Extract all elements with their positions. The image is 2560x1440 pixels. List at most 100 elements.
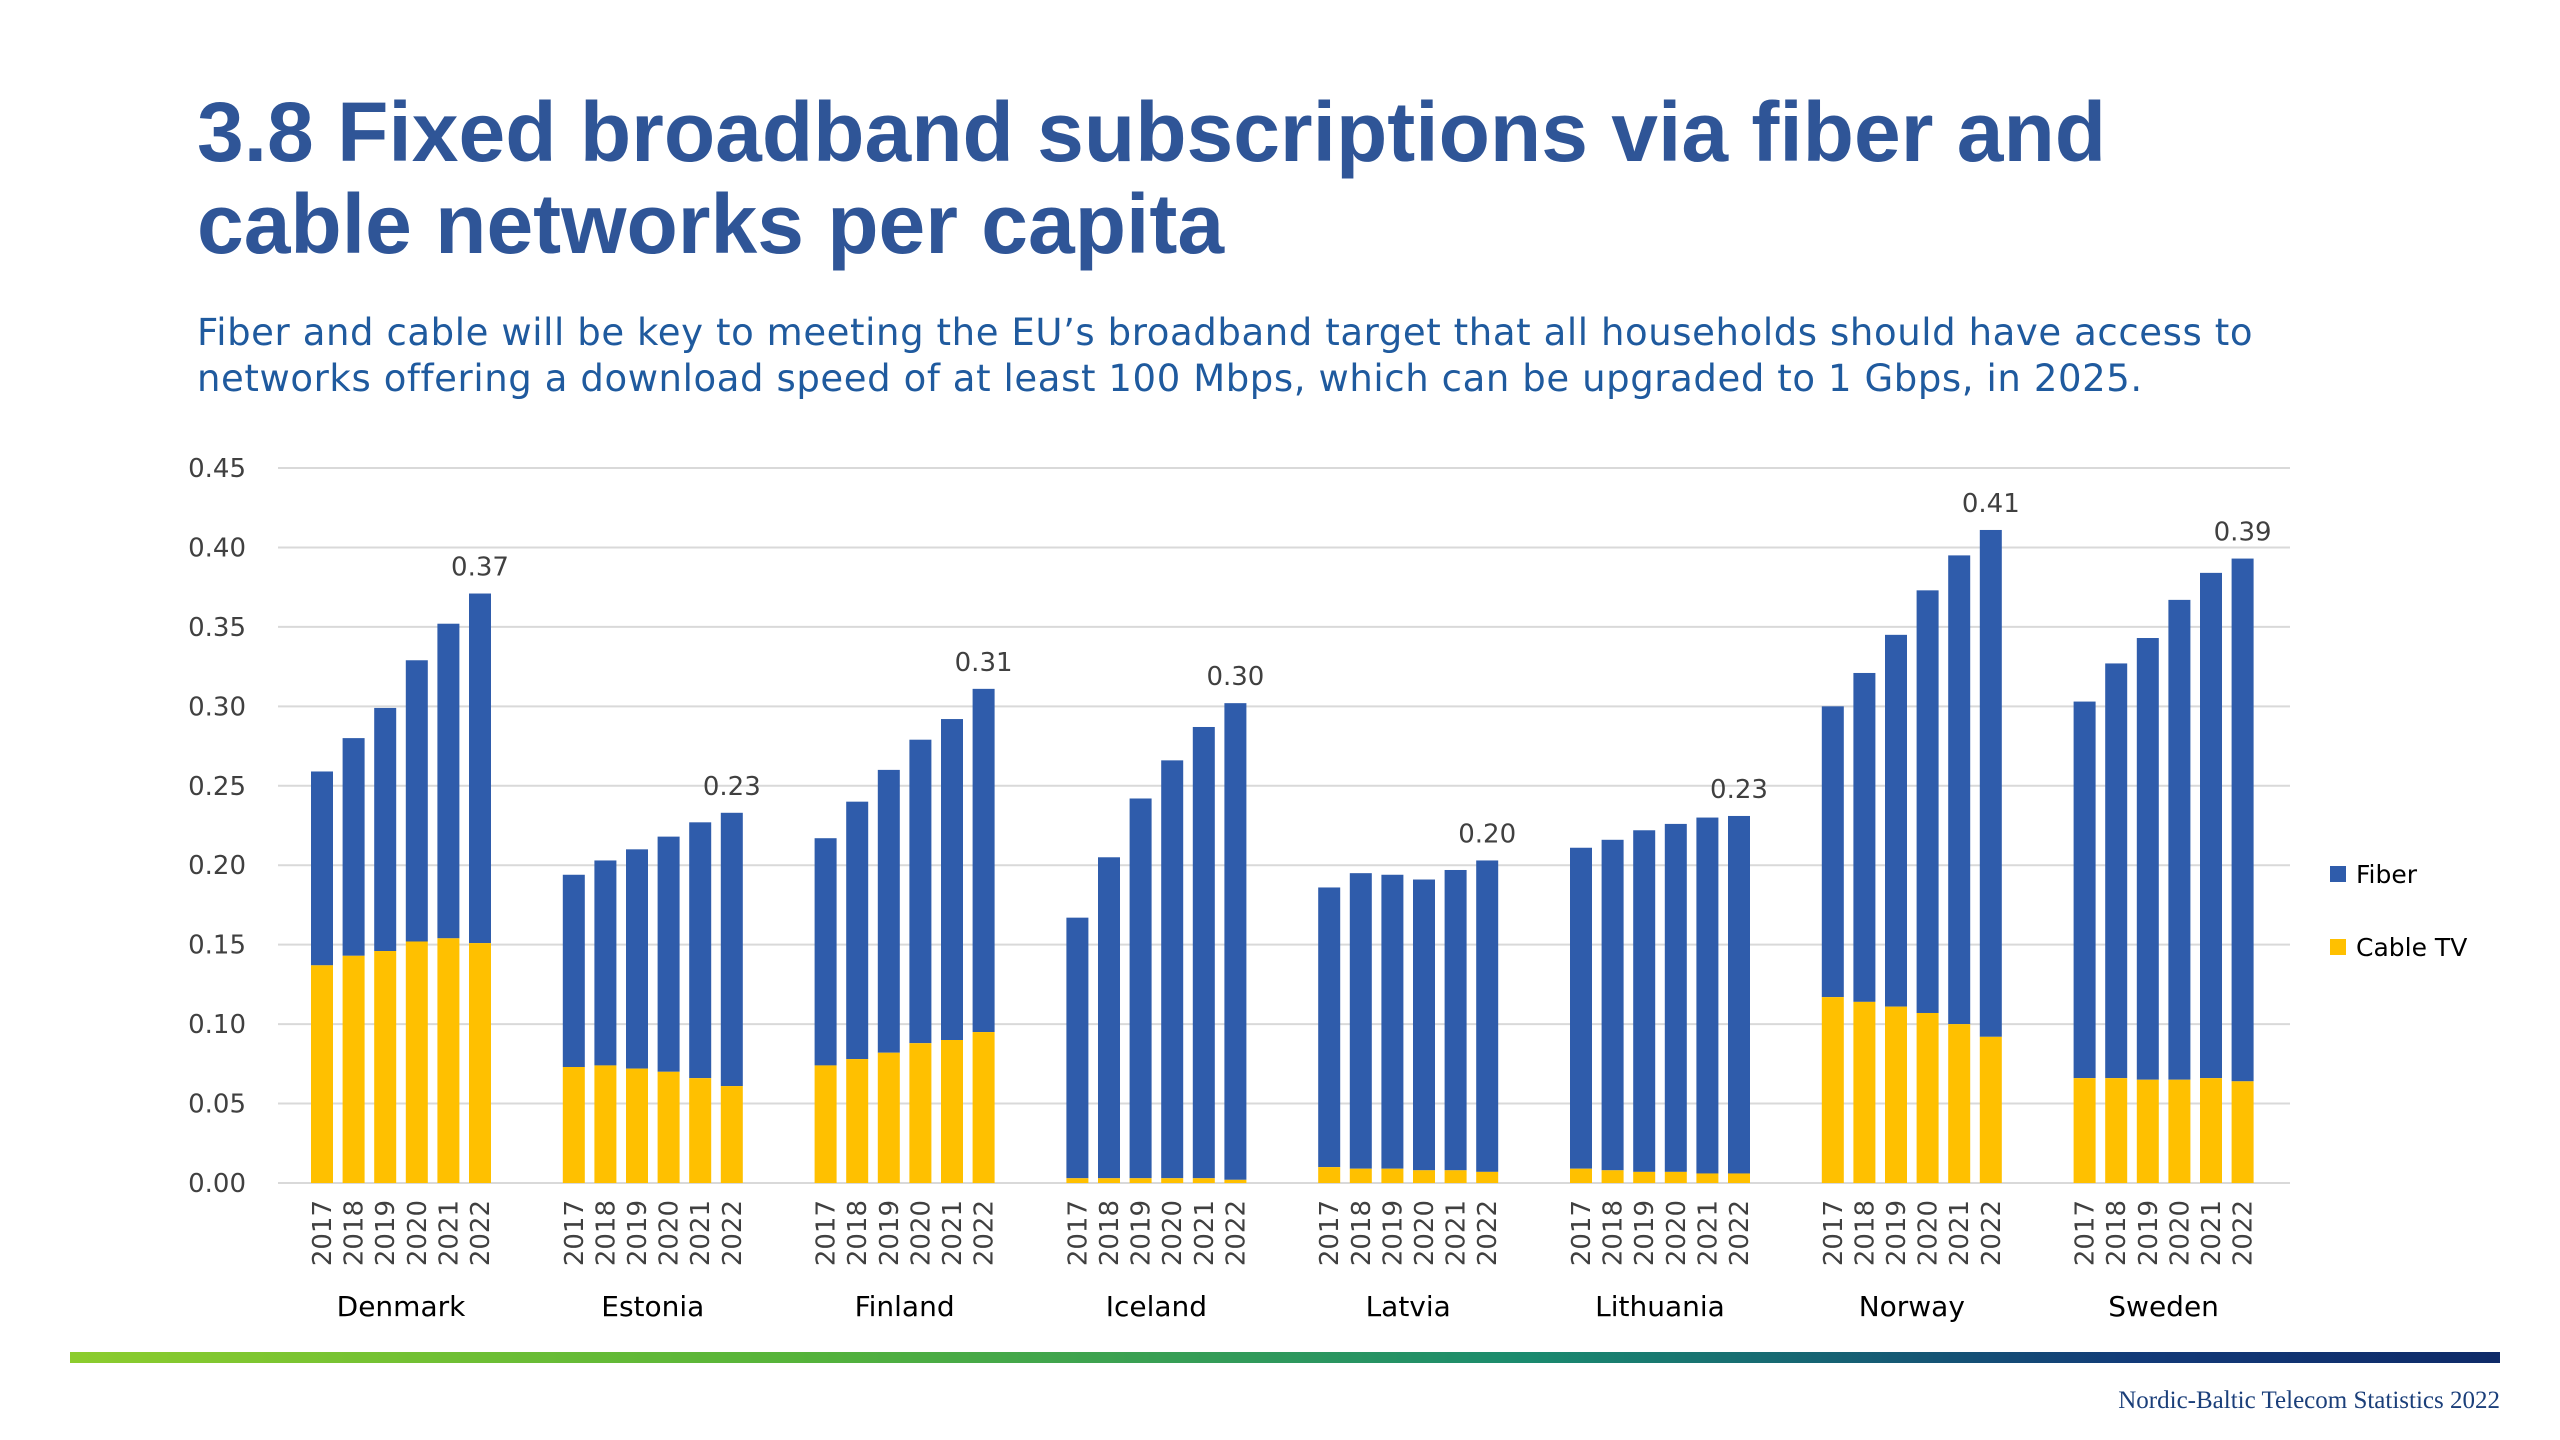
- data-label-total: 0.39: [2214, 518, 2272, 548]
- bar-cable: [814, 1065, 837, 1183]
- bar-fiber: [1161, 760, 1184, 1179]
- y-tick-label: 0.05: [188, 1090, 246, 1120]
- x-tick-label-year: 2021: [938, 1200, 968, 1266]
- bar-cable: [1444, 1170, 1467, 1183]
- bar-cable: [1885, 1006, 1907, 1183]
- x-tick-label-year: 2017: [1315, 1200, 1345, 1266]
- bar-fiber: [2105, 663, 2128, 1079]
- bar-cable: [2200, 1078, 2222, 1183]
- bar-fiber: [814, 838, 837, 1066]
- bar-cable: [1979, 1036, 2002, 1183]
- bar-cable: [437, 938, 460, 1183]
- bar-fiber: [1664, 823, 1687, 1172]
- title-line-2: cable networks per capita: [197, 177, 1225, 271]
- bar-fiber: [311, 771, 333, 966]
- x-tick-label-year: 2022: [718, 1200, 748, 1266]
- y-tick-label: 0.30: [188, 692, 246, 722]
- data-label-total: 0.37: [451, 553, 509, 583]
- y-tick-label: 0.00: [188, 1169, 246, 1199]
- bar-cable: [972, 1032, 995, 1183]
- y-tick-label: 0.40: [188, 533, 246, 563]
- y-tick-label: 0.35: [188, 613, 246, 643]
- bar-fiber: [877, 769, 900, 1053]
- x-tick-label-year: 2017: [560, 1200, 590, 1266]
- data-label-total: 0.41: [1962, 489, 2020, 519]
- x-category-label: Norway: [1859, 1290, 1965, 1323]
- bar-cable: [1570, 1168, 1592, 1183]
- x-tick-label-year: 2020: [1914, 1200, 1944, 1266]
- bar-cable: [1098, 1178, 1120, 1183]
- x-tick-label-year: 2018: [1599, 1200, 1629, 1266]
- x-tick-label-year: 2019: [1882, 1200, 1912, 1266]
- bar-fiber: [1821, 706, 1844, 998]
- bar-cable: [846, 1059, 869, 1183]
- legend-label: Fiber: [2356, 860, 2418, 889]
- bar-fiber: [1853, 672, 1876, 1002]
- x-tick-label-year: 2017: [1819, 1200, 1849, 1266]
- bar-fiber: [469, 593, 491, 944]
- bar-fiber: [1066, 917, 1089, 1179]
- data-label-total: 0.23: [703, 772, 761, 802]
- x-tick-label-year: 2018: [2102, 1200, 2132, 1266]
- x-tick-label-year: 2019: [2134, 1200, 2164, 1266]
- bar-fiber: [1570, 847, 1592, 1169]
- bar-cable: [1318, 1167, 1341, 1183]
- x-category-label: Estonia: [601, 1290, 704, 1323]
- bar-cable: [1224, 1179, 1247, 1183]
- bar-cable: [405, 941, 428, 1183]
- bar-cable: [1129, 1178, 1152, 1183]
- bar-fiber: [1728, 815, 1750, 1174]
- x-tick-label-year: 2021: [1945, 1200, 1975, 1266]
- x-tick-label-year: 2021: [434, 1200, 464, 1266]
- bar-cable: [1696, 1173, 1719, 1183]
- x-tick-label-year: 2017: [1567, 1200, 1597, 1266]
- bar-cable: [1728, 1173, 1750, 1183]
- bar-cable: [1161, 1178, 1184, 1183]
- legend-swatch: [2330, 939, 2346, 955]
- bar-fiber: [846, 801, 869, 1060]
- x-category-label: Finland: [855, 1290, 955, 1323]
- bar-cable: [342, 955, 365, 1183]
- x-tick-label-year: 2020: [655, 1200, 685, 1266]
- bar-fiber: [1381, 874, 1404, 1169]
- x-tick-label-year: 2022: [1473, 1200, 1503, 1266]
- x-tick-label-year: 2020: [1410, 1200, 1440, 1266]
- x-tick-label-year: 2020: [403, 1200, 433, 1266]
- x-category-label: Lithuania: [1595, 1290, 1725, 1323]
- bar-cable: [941, 1040, 963, 1183]
- x-tick-label-year: 2020: [1158, 1200, 1188, 1266]
- x-tick-label-year: 2022: [1977, 1200, 2007, 1266]
- x-tick-label-year: 2022: [970, 1200, 1000, 1266]
- x-tick-label-year: 2019: [371, 1200, 401, 1266]
- bar-fiber: [1633, 830, 1656, 1172]
- x-tick-label-year: 2022: [2229, 1200, 2259, 1266]
- x-tick-label-year: 2017: [1063, 1200, 1093, 1266]
- bar-cable: [2105, 1078, 2128, 1183]
- bar-fiber: [1916, 590, 1939, 1013]
- bar-cable: [311, 965, 333, 1183]
- bar-cable: [1916, 1012, 1939, 1183]
- x-tick-label-year: 2022: [1221, 1200, 1251, 1266]
- bar-cable: [877, 1052, 900, 1183]
- page-title: 3.8 Fixed broadband subscriptions via fi…: [197, 86, 2447, 270]
- footer-source: Nordic-Baltic Telecom Statistics 2022: [2118, 1387, 2500, 1414]
- x-tick-label-year: 2017: [812, 1200, 842, 1266]
- bar-cable: [1601, 1170, 1624, 1183]
- x-category-label: Sweden: [2108, 1290, 2219, 1323]
- bar-fiber: [437, 623, 460, 939]
- bar-cable: [626, 1068, 648, 1183]
- bar-cable: [1664, 1171, 1687, 1183]
- bar-fiber: [1192, 726, 1215, 1179]
- legend-swatch: [2330, 866, 2346, 882]
- bar-fiber: [1476, 860, 1499, 1172]
- x-category-label: Denmark: [337, 1290, 466, 1323]
- x-tick-label-year: 2018: [1347, 1200, 1377, 1266]
- x-tick-label-year: 2017: [308, 1200, 338, 1266]
- bar-cable: [2168, 1079, 2191, 1183]
- bar-fiber: [374, 707, 397, 952]
- legend-label: Cable TV: [2356, 933, 2467, 962]
- bar-cable: [2136, 1079, 2159, 1183]
- bar-cable: [1476, 1171, 1499, 1183]
- bar-cable: [469, 943, 491, 1183]
